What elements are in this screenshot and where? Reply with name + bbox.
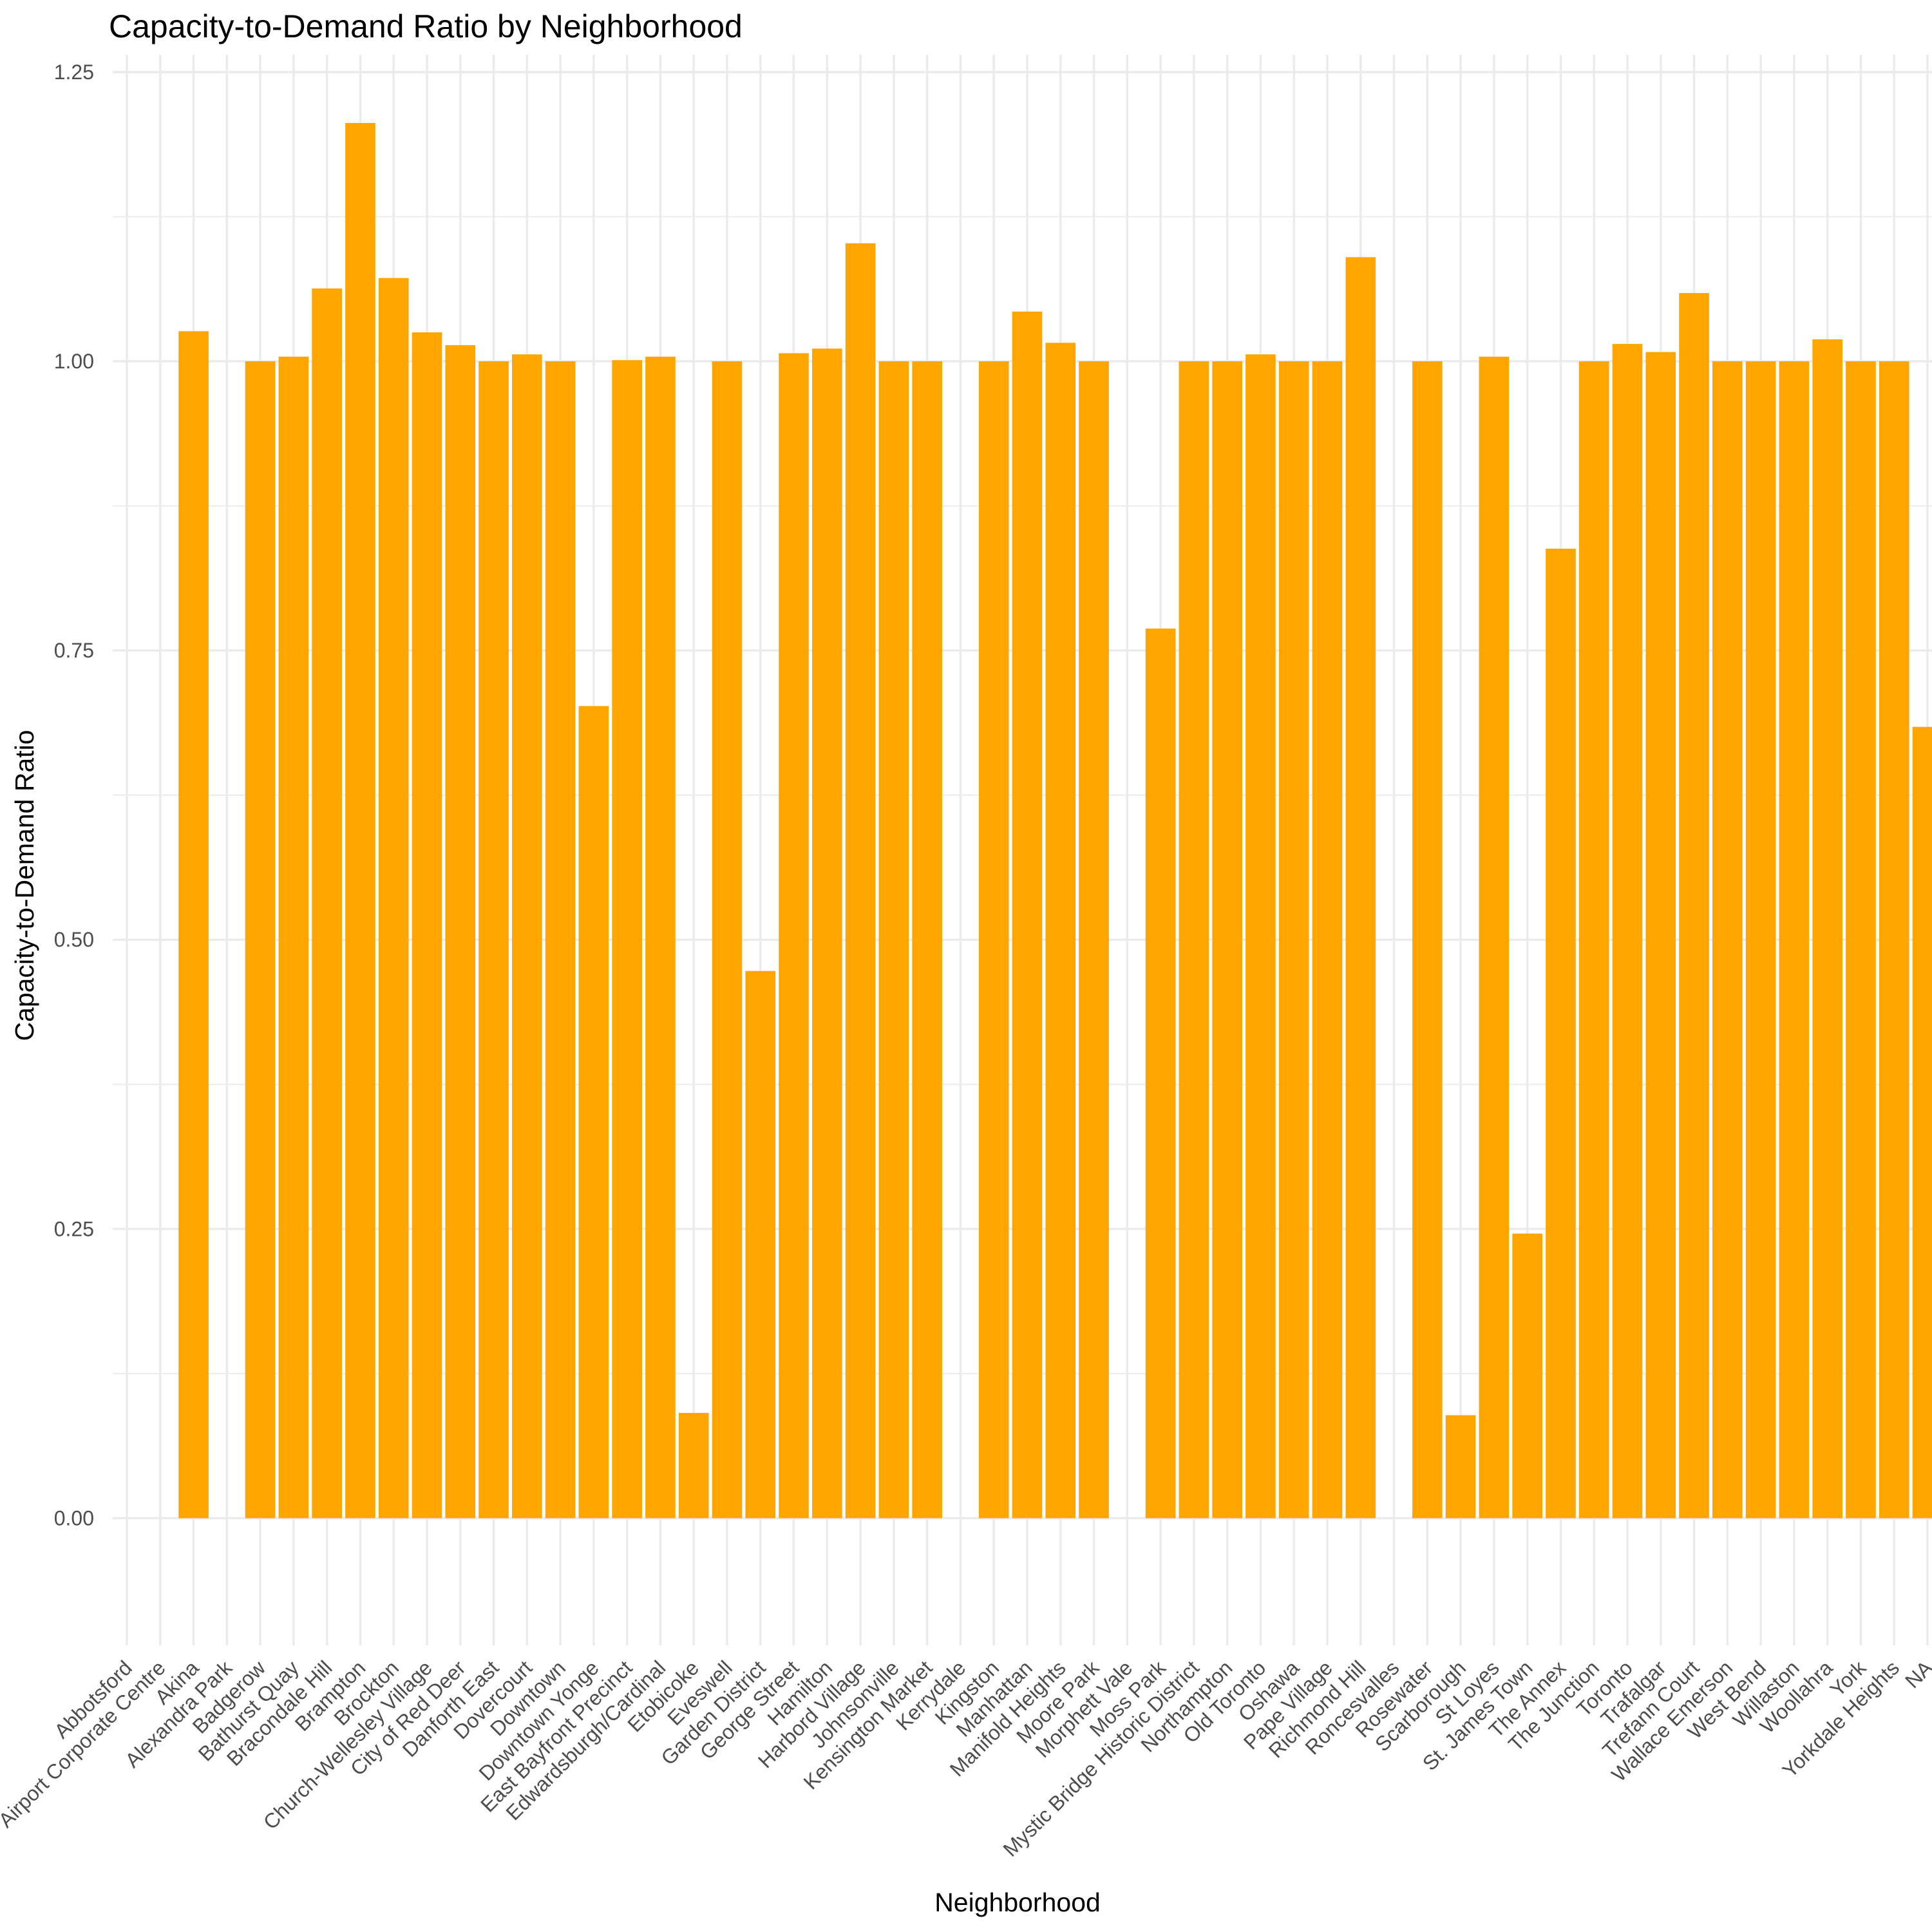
bar (1312, 361, 1343, 1519)
bar (345, 122, 375, 1519)
y-tick-label: 0.25 (54, 1217, 94, 1240)
bar (1679, 293, 1709, 1519)
bar (1412, 361, 1443, 1519)
bar (779, 353, 809, 1519)
bars-layer (178, 122, 1932, 1519)
y-tick-label: 1.25 (54, 61, 94, 84)
bar (812, 348, 842, 1519)
bar (1245, 354, 1276, 1519)
bar (1045, 343, 1076, 1519)
bar (745, 971, 776, 1519)
bar (312, 288, 342, 1519)
y-tick-label: 0.00 (54, 1506, 94, 1530)
chart-title: Capacity-to-Demand Ratio by Neighborhood (109, 8, 743, 44)
x-axis-title: Neighborhood (934, 1888, 1101, 1917)
bar (245, 361, 276, 1519)
bar (1712, 361, 1743, 1519)
bar (1012, 311, 1043, 1519)
bar (1079, 361, 1109, 1519)
bar (1345, 257, 1376, 1519)
bar (1145, 628, 1176, 1519)
y-axis-title: Capacity-to-Demand Ratio (10, 730, 39, 1041)
bar (478, 361, 509, 1519)
bar (1179, 361, 1209, 1519)
bar (1546, 549, 1576, 1519)
bar (378, 278, 409, 1519)
bar (1445, 1415, 1476, 1519)
bar (1879, 361, 1909, 1519)
y-tick-label: 0.75 (54, 639, 94, 662)
bar (1212, 361, 1242, 1519)
bar (278, 356, 309, 1519)
bar (412, 332, 442, 1519)
bar (612, 360, 642, 1519)
bar (712, 361, 743, 1519)
bar (1479, 356, 1510, 1519)
bar (978, 361, 1009, 1519)
bar (1912, 726, 1932, 1519)
bar (512, 354, 542, 1519)
bar (545, 361, 576, 1519)
bar (1779, 361, 1810, 1519)
bar (878, 361, 909, 1519)
bar (1278, 361, 1309, 1519)
bar (1812, 339, 1842, 1519)
bar (1645, 352, 1676, 1519)
bar (1612, 344, 1643, 1519)
bar (678, 1412, 709, 1519)
bar (912, 361, 942, 1519)
bar (1846, 361, 1876, 1519)
y-tick-label: 1.00 (54, 350, 94, 373)
bar (178, 331, 209, 1519)
bar (578, 706, 609, 1519)
y-tick-label: 0.50 (54, 928, 94, 951)
x-tick-label: NA (1900, 1656, 1932, 1692)
bar (845, 243, 876, 1519)
bar (1512, 1233, 1542, 1519)
bar (645, 356, 676, 1519)
bar (445, 345, 476, 1519)
y-tick-labels: 0.00 0.25 0.50 0.75 1.00 1.25 (54, 61, 94, 1530)
bar (1745, 361, 1776, 1519)
bar (1578, 361, 1609, 1519)
